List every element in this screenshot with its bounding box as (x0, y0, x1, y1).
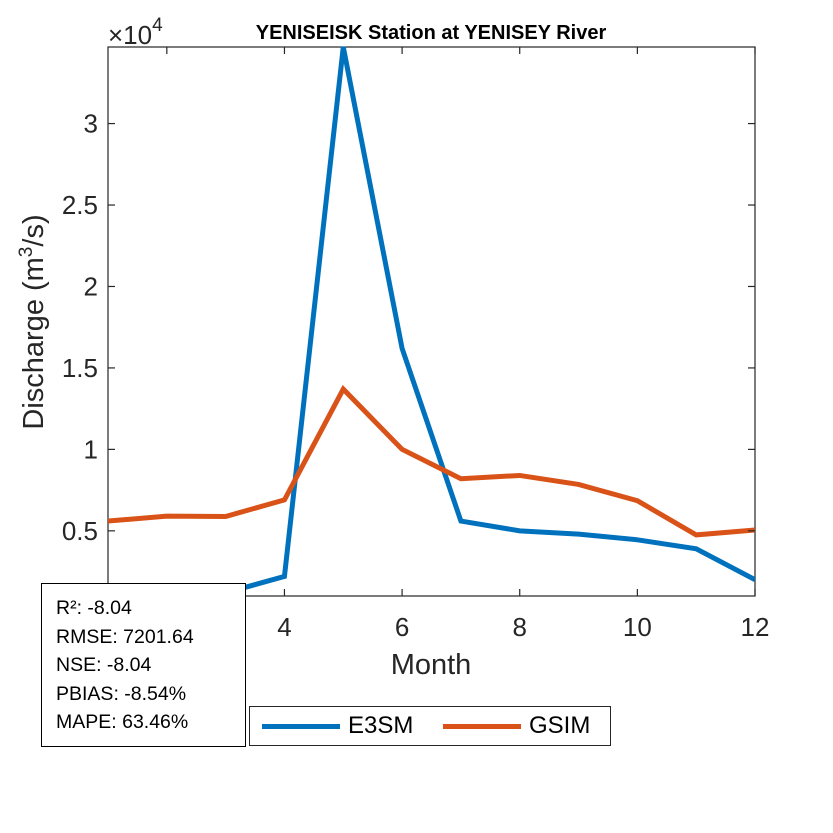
y-tick-label-30000: 3 (84, 109, 98, 139)
x-tick-label-12: 12 (741, 612, 770, 642)
stat-mape: MAPE: 63.46% (56, 711, 189, 733)
y-exponent-power: 4 (152, 15, 163, 36)
x-tick-label-4: 4 (277, 612, 291, 642)
y-axis-label-tail: /s) (18, 214, 50, 246)
y-tick-label-15000: 1.5 (62, 353, 98, 383)
y-tick-label-10000: 1 (84, 434, 98, 464)
stat-nse: NSE: -8.04 (56, 654, 152, 676)
legend-swatch-gsim (443, 723, 521, 729)
stats-box: R²: -8.04 RMSE: 7201.64 NSE: -8.04 PBIAS… (41, 583, 246, 747)
x-tick-label-10: 10 (623, 612, 652, 642)
stat-r2: R²: -8.04 (56, 597, 132, 619)
y-axis-label-sup: 3 (16, 247, 37, 258)
x-axis-label: Month (391, 649, 472, 681)
legend: E3SM GSIM (249, 706, 611, 746)
y-tick-label-5000: 0.5 (62, 516, 98, 546)
x-tick-label-6: 6 (395, 612, 409, 642)
y-axis-label: Discharge (m3/s) (16, 214, 50, 429)
y-exponent-prefix: ×10 (108, 20, 152, 50)
legend-swatch-e3sm (262, 723, 340, 729)
stat-rmse: RMSE: 7201.64 (56, 625, 194, 648)
y-axis-label-main: Discharge (m (18, 257, 50, 429)
x-tick-label-8: 8 (512, 612, 526, 642)
series-line-gsim (108, 384, 755, 538)
y-tick-label-25000: 2.5 (62, 190, 98, 220)
stat-pbias: PBIAS: -8.54% (56, 682, 187, 705)
y-exponent-label: ×104 (108, 15, 163, 50)
chart-title: YENISEISK Station at YENISEY River (256, 22, 607, 44)
legend-label-gsim: GSIM (529, 712, 591, 739)
legend-label-e3sm: E3SM (348, 712, 414, 739)
y-tick-label-20000: 2 (84, 271, 98, 301)
legend-item-gsim: GSIM (443, 707, 590, 745)
legend-item-e3sm: E3SM (262, 707, 413, 745)
